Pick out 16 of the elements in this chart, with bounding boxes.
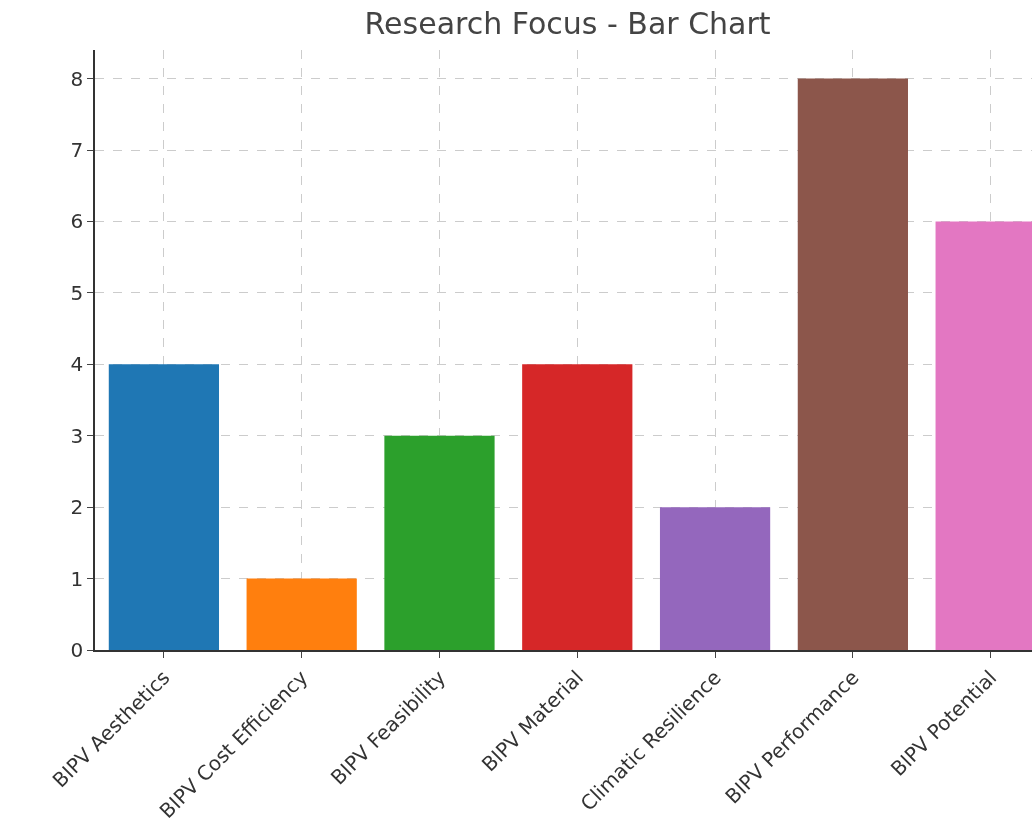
y-tick-label: 5: [70, 280, 84, 305]
y-tick-label: 7: [70, 138, 84, 162]
chart-title: Research Focus - Bar Chart: [364, 5, 771, 41]
bar: [522, 364, 633, 650]
bar: [108, 364, 220, 650]
bar: [384, 435, 495, 650]
y-tick-label: 2: [70, 495, 84, 520]
y-tick-label: 3: [70, 423, 84, 448]
y-tick-label: 6: [70, 209, 84, 234]
bar: [659, 507, 771, 650]
y-tick-label: 0: [70, 638, 84, 662]
y-tick-label: 4: [70, 352, 84, 377]
y-tick-label: 1: [70, 566, 84, 591]
y-tick-label: 8: [70, 66, 84, 91]
bar: [246, 578, 357, 650]
bar: [797, 78, 908, 650]
